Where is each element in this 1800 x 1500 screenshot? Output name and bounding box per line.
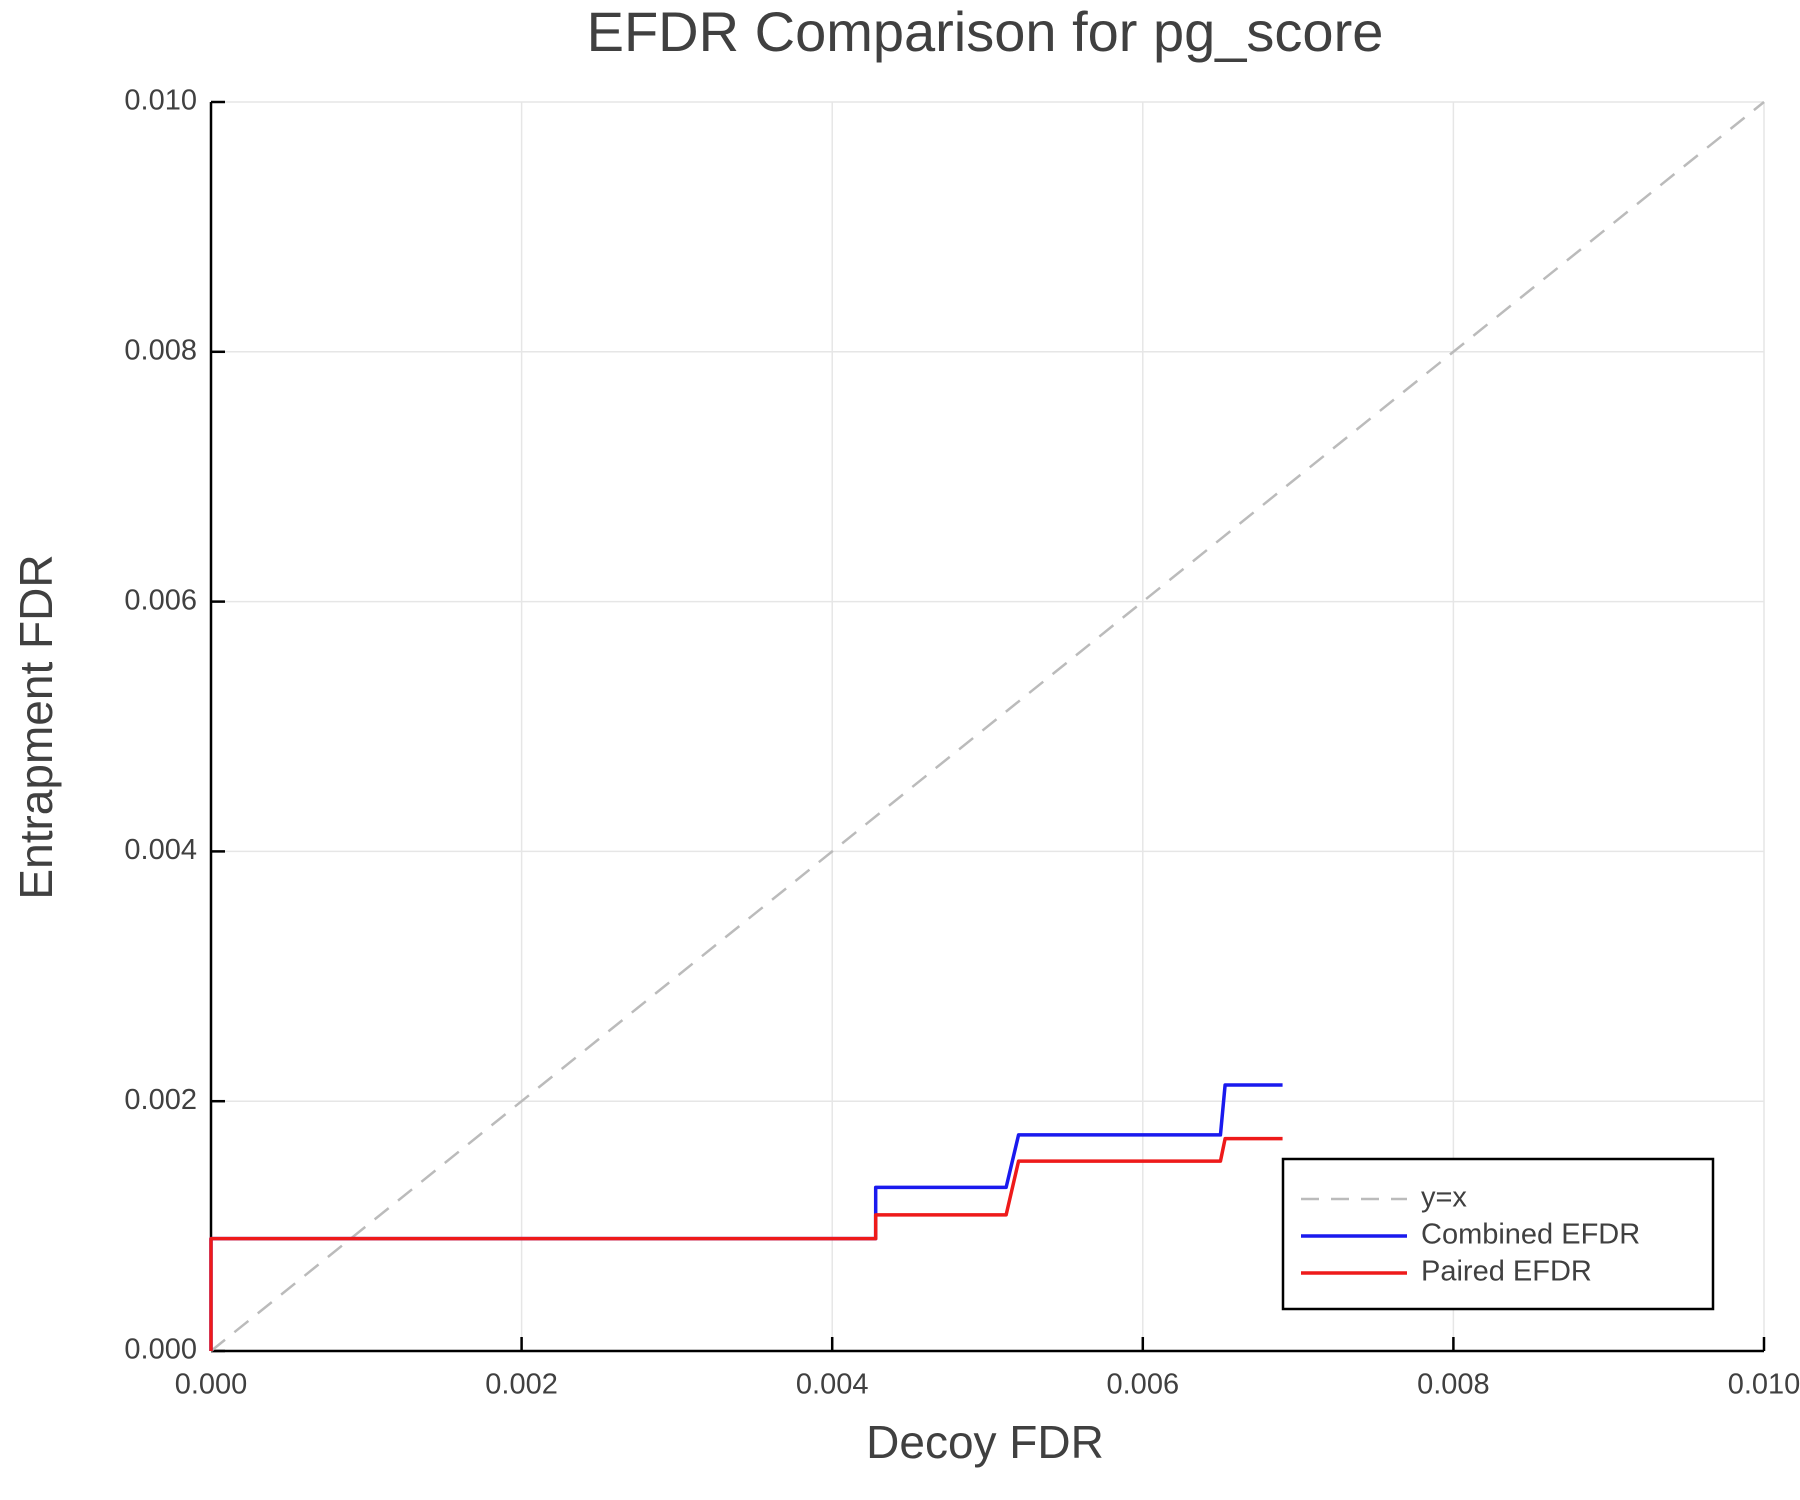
x-tick-label: 0.010 xyxy=(1728,1369,1800,1401)
legend-label: y=x xyxy=(1421,1182,1467,1214)
x-tick-label: 0.002 xyxy=(485,1369,558,1401)
y-tick-label: 0.006 xyxy=(124,584,197,616)
x-tick-label: 0.006 xyxy=(1107,1369,1180,1401)
chart-title: EFDR Comparison for pg_score xyxy=(587,0,1384,63)
legend: y=x Combined EFDR Paired EFDR xyxy=(1281,1157,1715,1311)
series-line xyxy=(210,101,1765,1352)
y-tick-label: 0.008 xyxy=(124,334,197,366)
series-line xyxy=(209,1136,1283,1351)
x-tick-label: 0.008 xyxy=(1417,1369,1490,1401)
y-tick-label: 0.002 xyxy=(124,1084,197,1116)
y-axis-label: Entrapment FDR xyxy=(10,554,62,899)
y-tick-label: 0.004 xyxy=(124,834,197,866)
x-tick-label: 0.000 xyxy=(175,1369,248,1401)
legend-box xyxy=(1281,1157,1715,1311)
x-tick-label: 0.004 xyxy=(796,1369,869,1401)
x-axis-label: Decoy FDR xyxy=(866,1416,1104,1468)
legend-label: Combined EFDR xyxy=(1421,1219,1640,1251)
y-tick-label: 0.000 xyxy=(124,1334,197,1366)
legend-label: Paired EFDR xyxy=(1421,1256,1592,1288)
series-line xyxy=(209,1083,1283,1351)
y-tick-label: 0.010 xyxy=(124,85,197,117)
